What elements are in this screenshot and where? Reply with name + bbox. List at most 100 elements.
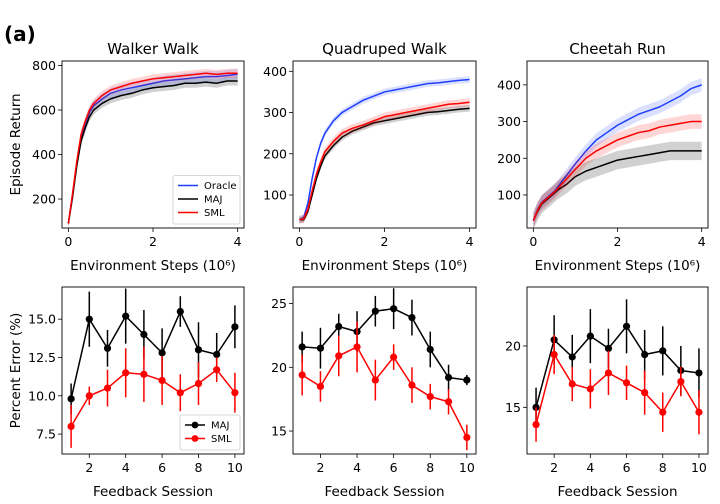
y-tick-label: 15.0	[28, 312, 56, 327]
maj-point	[659, 347, 667, 355]
maj-point	[641, 350, 649, 359]
sml-line	[70, 368, 236, 427]
y-tick-label: 15	[271, 424, 287, 439]
sml-line	[67, 72, 238, 224]
sml-line	[532, 120, 702, 221]
maj-point	[103, 344, 112, 352]
x-tick-label: 4	[466, 234, 474, 249]
x-tick-label: 10	[459, 460, 475, 475]
sml-point	[194, 379, 203, 388]
cheetah-error-chart: Feedback Session 2 4 6 8 10 15 20	[505, 286, 709, 500]
maj-point	[695, 369, 703, 377]
y-tick-label: 400	[497, 77, 521, 92]
x-tick-label: 4	[698, 234, 706, 249]
maj-line	[302, 307, 467, 381]
sml-point	[176, 389, 184, 397]
axes-frame	[292, 60, 477, 229]
maj-point	[231, 323, 239, 331]
sml-point	[604, 369, 613, 377]
x-tick-label: 2	[149, 234, 157, 249]
x-tick-label: 0	[64, 234, 72, 249]
sml-point	[659, 408, 667, 416]
sml-point	[641, 389, 649, 397]
x-tick-label: 4	[122, 460, 130, 475]
plot-area	[532, 299, 703, 442]
maj-line	[535, 325, 700, 408]
legend-label-oracle: Oracle	[204, 181, 237, 192]
sml-point	[586, 385, 594, 393]
x-axis-label: Environment Steps (10⁶)	[302, 258, 468, 274]
maj-point	[586, 332, 594, 340]
x-axis-label: Feedback Session	[324, 484, 444, 500]
sml-point	[67, 422, 75, 431]
x-axis-label: Feedback Session	[93, 484, 213, 500]
maj-point	[335, 322, 343, 331]
y-tick-label: 20	[271, 360, 287, 375]
x-axis-label: Environment Steps (10⁶)	[70, 258, 236, 274]
maj-line	[299, 107, 470, 221]
legend-marker-sml	[191, 435, 199, 442]
legend-label-sml: SML	[204, 208, 225, 219]
x-tick-label: 10	[227, 460, 243, 475]
x-axis-label: Environment Steps (10⁶)	[535, 258, 701, 274]
sml-point	[463, 433, 471, 442]
axes-frame	[526, 286, 709, 455]
maj-line	[532, 150, 702, 221]
x-tick-label: 2	[550, 460, 558, 475]
maj-point	[408, 313, 416, 322]
plot-area	[299, 76, 470, 224]
sml-point	[426, 393, 434, 401]
y-tick-label: 15	[505, 400, 521, 415]
maj-point	[604, 344, 613, 352]
chart-title: Walker Walk	[107, 40, 199, 58]
panel-label: (a)	[4, 22, 36, 46]
x-tick-label: 0	[529, 234, 537, 249]
axes-frame	[292, 286, 477, 455]
maj-point	[158, 349, 166, 357]
x-axis-label: Feedback Session	[557, 484, 677, 500]
x-tick-label: 4	[586, 460, 594, 475]
legend: Oracle MAJ SML	[172, 175, 241, 225]
x-tick-label: 2	[614, 234, 622, 249]
legend-marker-maj	[191, 421, 199, 429]
sml-point	[213, 366, 221, 374]
sml-line	[301, 345, 468, 438]
y-tick-label: 800	[32, 58, 56, 73]
sml-point	[298, 371, 306, 379]
sml-point	[353, 343, 361, 351]
maj-point	[316, 344, 325, 352]
chart-title: Quadruped Walk	[322, 40, 447, 58]
y-tick-label: 400	[32, 147, 56, 162]
y-tick-label: 100	[263, 188, 287, 203]
y-tick-label: 20	[505, 338, 521, 353]
sml-point	[140, 370, 148, 378]
sml-point	[390, 353, 398, 361]
chart-title: Cheetah Run	[569, 40, 666, 58]
x-tick-label: 2	[381, 234, 389, 249]
y-tick-label: 300	[263, 105, 287, 120]
sml-point	[231, 389, 239, 397]
legend-label-maj: MAJ	[204, 195, 222, 206]
sml-line	[535, 352, 700, 425]
x-tick-label: 10	[691, 460, 707, 475]
maj-point	[463, 376, 471, 384]
x-tick-label: 0	[295, 234, 303, 249]
axes-frame	[526, 60, 709, 229]
maj-point	[67, 395, 75, 403]
maj-point	[426, 345, 434, 354]
sml-point	[158, 376, 166, 385]
y-tick-label: 600	[32, 102, 56, 117]
x-tick-label: 6	[623, 460, 631, 475]
y-tick-label: 400	[263, 64, 287, 79]
y-tick-label: 200	[32, 192, 56, 207]
x-tick-label: 8	[195, 460, 203, 475]
sml-line	[299, 101, 470, 221]
maj-point	[194, 346, 203, 354]
x-tick-label: 6	[390, 460, 398, 475]
y-tick-label: 200	[263, 146, 287, 161]
sml-point	[444, 398, 453, 406]
y-tick-label: 300	[497, 114, 521, 129]
x-tick-label: 6	[158, 460, 166, 475]
plot-area	[298, 288, 471, 451]
axes-frame	[61, 286, 245, 455]
